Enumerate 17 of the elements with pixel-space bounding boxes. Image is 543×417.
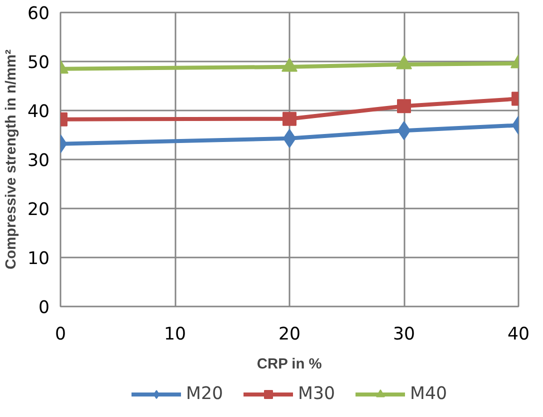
y-tick-label: 40 xyxy=(27,102,50,122)
y-tick-label: 60 xyxy=(27,4,50,24)
legend-label: M20 xyxy=(186,384,223,404)
x-axis-title: CRP in % xyxy=(256,356,322,372)
x-tick-label: 0 xyxy=(54,324,66,344)
y-tick-label: 10 xyxy=(27,249,50,269)
x-tick-label: 20 xyxy=(278,324,301,344)
x-tick-label: 10 xyxy=(164,324,186,344)
legend-label: M30 xyxy=(298,384,335,404)
x-tick-label: 30 xyxy=(392,324,416,344)
y-tick-label: 20 xyxy=(27,200,50,220)
y-tick-label: 30 xyxy=(27,151,50,171)
y-tick-label: 0 xyxy=(38,298,50,318)
x-tick-label: 40 xyxy=(507,324,530,344)
y-axis-title: Compressive strength in n/mm² xyxy=(3,49,20,270)
legend-label: M40 xyxy=(410,384,447,404)
y-tick-label: 50 xyxy=(27,53,50,73)
